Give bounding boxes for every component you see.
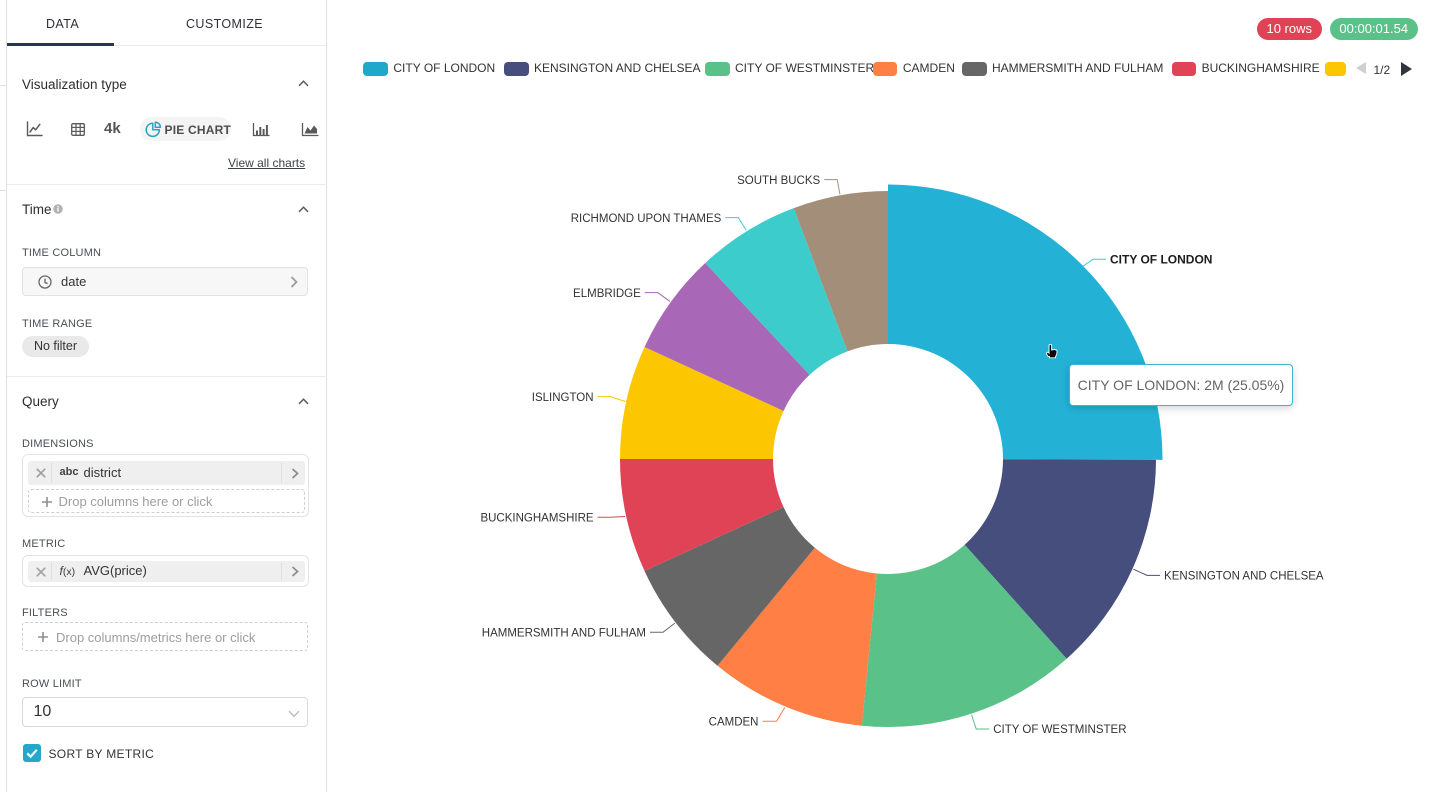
- svg-text:HAMMERSMITH AND FULHAM: HAMMERSMITH AND FULHAM: [482, 627, 646, 639]
- svg-text:ELMBRIDGE: ELMBRIDGE: [573, 288, 641, 300]
- svg-text:KENSINGTON AND CHELSEA: KENSINGTON AND CHELSEA: [1164, 571, 1324, 583]
- svg-text:SOUTH BUCKS: SOUTH BUCKS: [737, 175, 820, 187]
- svg-text:RICHMOND UPON THAMES: RICHMOND UPON THAMES: [571, 213, 722, 225]
- svg-text:CAMDEN: CAMDEN: [709, 716, 759, 728]
- svg-text:BUCKINGHAMSHIRE: BUCKINGHAMSHIRE: [480, 513, 593, 525]
- svg-text:CITY OF WESTMINSTER: CITY OF WESTMINSTER: [993, 724, 1126, 736]
- svg-text:CITY OF LONDON: CITY OF LONDON: [1110, 253, 1212, 267]
- svg-text:ISLINGTON: ISLINGTON: [532, 392, 594, 404]
